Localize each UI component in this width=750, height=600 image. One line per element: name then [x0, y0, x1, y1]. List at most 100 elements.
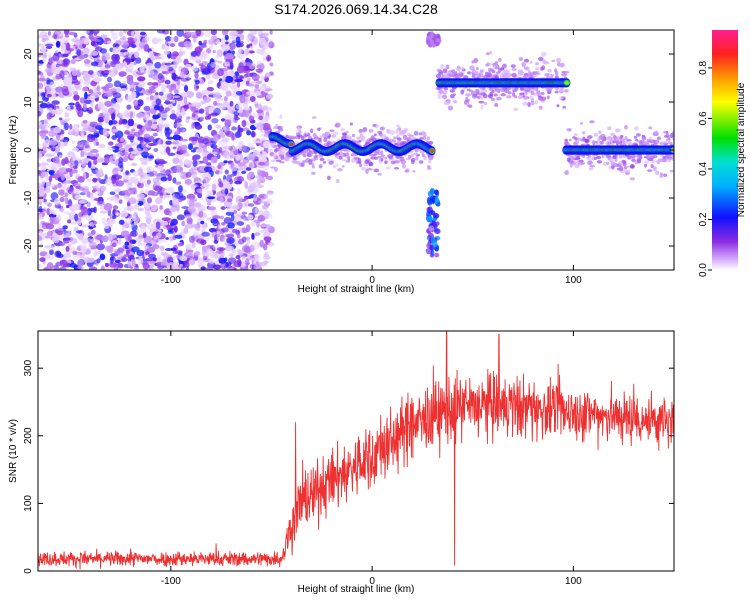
heatmap-cell: [106, 40, 113, 45]
heatmap-cell: [206, 86, 215, 92]
heatmap-cell: [118, 71, 127, 77]
heatmap-cell: [164, 62, 173, 66]
heatmap-cell: [643, 160, 650, 165]
heatmap-cell: [353, 156, 358, 160]
heatmap-cell: [236, 221, 245, 226]
heatmap-cell: [279, 146, 286, 151]
heatmap-cell: [303, 133, 307, 138]
heatmap-cell: [434, 189, 439, 195]
heatmap-cell: [390, 160, 396, 165]
heatmap-cell: [505, 95, 512, 99]
heatmap-cell: [93, 130, 100, 139]
heatmap-cell: [630, 163, 635, 169]
heatmap-cell: [605, 140, 611, 146]
heatmap-cell: [135, 237, 143, 243]
heatmap-cell: [415, 155, 419, 161]
heatmap-cell: [182, 50, 186, 55]
heatmap-cell: [332, 164, 337, 169]
heatmap-cell: [259, 239, 265, 248]
heatmap-cell: [669, 169, 674, 173]
heatmap-cell: [155, 232, 162, 239]
heatmap-cell: [258, 209, 264, 215]
heatmap-cell: [66, 204, 70, 209]
heatmap-cell: [76, 265, 84, 270]
heatmap-cell: [499, 73, 503, 77]
heatmap-cell: [224, 75, 234, 83]
heatmap-cell: [172, 95, 181, 99]
heatmap-cell: [80, 206, 89, 214]
heatmap-cell: [64, 156, 69, 165]
heatmap-cell: [540, 98, 545, 102]
heatmap-cell: [372, 123, 377, 127]
heatmap-cell: [313, 136, 320, 140]
heatmap-cell: [90, 80, 98, 87]
heatmap-cell: [308, 159, 313, 165]
heatmap-cell: [48, 56, 53, 65]
heatmap-cell: [192, 231, 200, 237]
heatmap-cell: [104, 100, 113, 107]
heatmap-cell: [157, 73, 163, 80]
heatmap-cell: [163, 101, 173, 105]
heatmap-cell: [564, 170, 569, 175]
heatmap-cell: [168, 102, 173, 110]
heatmap-cell: [236, 30, 244, 35]
heatmap-cell: [127, 39, 136, 45]
heatmap-cell: [137, 200, 144, 206]
heatmap-cell: [184, 223, 194, 229]
heatmap-cell: [179, 159, 183, 167]
heatmap-cell: [465, 100, 470, 103]
heatmap-cell: [97, 158, 106, 163]
heatmap-cell: [98, 143, 106, 149]
heatmap-cell: [429, 210, 436, 216]
heatmap-cell: [246, 44, 250, 49]
heatmap-cell: [149, 52, 155, 60]
heatmap-cell: [75, 69, 81, 77]
heatmap-cell: [113, 103, 120, 111]
heatmap-cell: [104, 156, 110, 164]
heatmap-cell: [223, 145, 230, 150]
heatmap-cell: [633, 135, 637, 139]
heatmap-cell: [137, 208, 145, 212]
heatmap-cell: [175, 181, 182, 185]
heatmap-cell: [194, 123, 203, 130]
heatmap-cell: [302, 160, 306, 164]
heatmap-cell: [147, 69, 155, 76]
heatmap-cell: [358, 128, 364, 134]
heatmap-cell: [248, 115, 255, 122]
heatmap-cell: [654, 139, 660, 144]
heatmap-cell: [534, 66, 540, 71]
heatmap-cell: [88, 241, 97, 249]
heatmap-cell: [199, 116, 205, 121]
heatmap-cell: [90, 92, 100, 99]
heatmap-cell: [166, 256, 174, 264]
heatmap-cell: [148, 253, 156, 259]
heatmap-cell: [219, 215, 224, 220]
heatmap-cell: [496, 86, 500, 91]
heatmap-cell: [39, 257, 46, 262]
heatmap-cell: [328, 160, 334, 165]
heatmap-cell: [438, 88, 443, 93]
heatmap-cell: [186, 217, 193, 225]
heatmap-cell: [413, 130, 419, 136]
heatmap-cell: [38, 143, 42, 147]
heatmap-cell: [253, 140, 263, 144]
heatmap-cell: [216, 154, 221, 160]
heatmap-cell: [157, 37, 163, 43]
heatmap-cell: [118, 121, 123, 125]
heatmap-cell: [564, 142, 570, 147]
heatmap-cell: [137, 181, 144, 189]
heatmap-cell: [654, 130, 658, 135]
heatmap-cell: [402, 134, 408, 140]
heatmap-cell: [93, 39, 101, 43]
heatmap-cell: [251, 258, 257, 265]
heatmap-cell: [223, 160, 228, 164]
heatmap-cell: [157, 265, 165, 270]
heatmap-cell: [51, 62, 57, 69]
heatmap-cell: [86, 136, 96, 142]
heatmap-cell: [597, 137, 601, 143]
heatmap-cell: [114, 130, 124, 139]
heatmap-cell: [613, 136, 618, 141]
heatmap-cell: [442, 68, 448, 74]
heatmap-cell: [115, 64, 123, 71]
heatmap-cell: [61, 64, 69, 68]
